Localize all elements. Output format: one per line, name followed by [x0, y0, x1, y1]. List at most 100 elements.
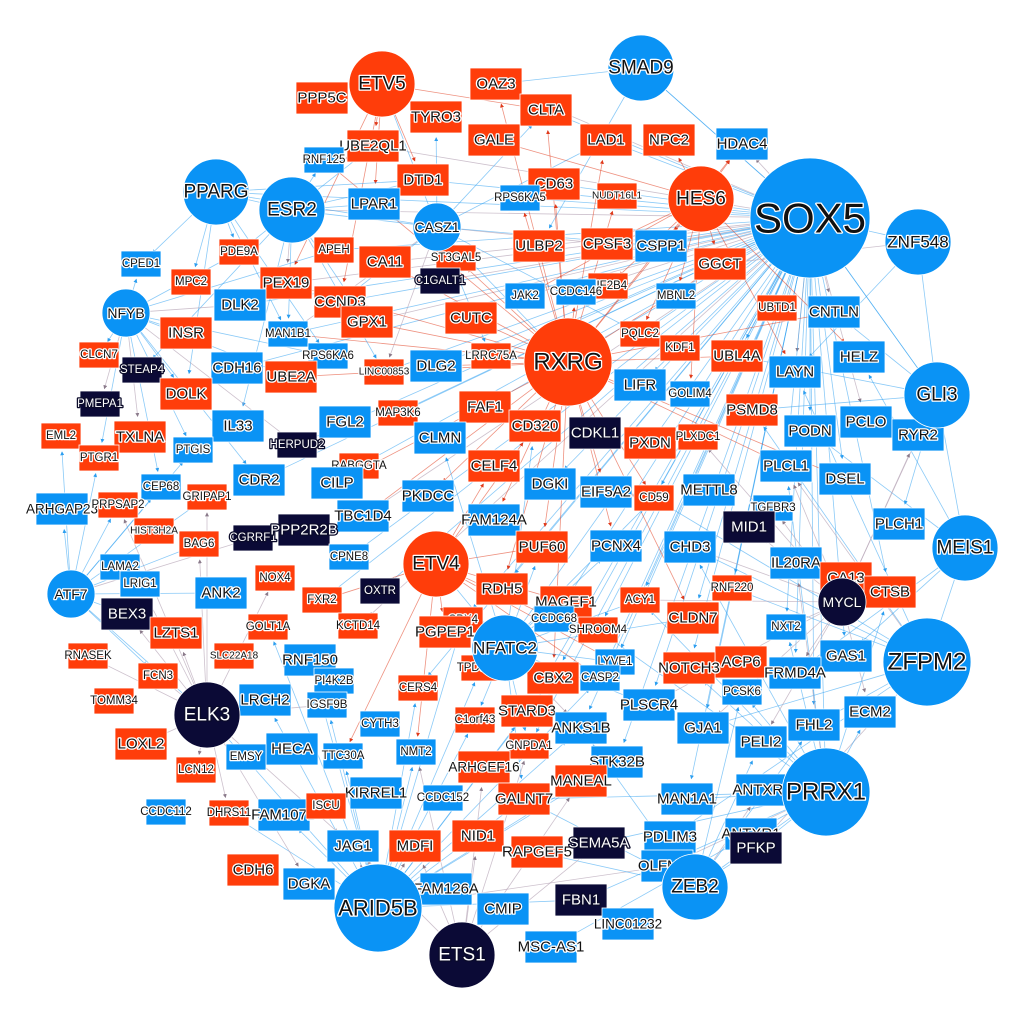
node-dlg2[interactable]: DLG2: [409, 349, 463, 383]
node-ca11[interactable]: CA11: [358, 245, 412, 279]
node-cldn7[interactable]: CLDN7: [666, 601, 720, 635]
node-stard3[interactable]: STARD3: [497, 694, 557, 728]
node-apeh[interactable]: APEH: [313, 236, 355, 264]
node-plcl1[interactable]: PLCL1: [759, 449, 813, 483]
node-fam126a[interactable]: FAM126A: [412, 872, 480, 906]
node-plxdc1[interactable]: PLXDC1: [674, 423, 722, 451]
node-ryr2[interactable]: RYR2: [891, 418, 945, 452]
node-cd63[interactable]: CD63: [527, 167, 581, 201]
node-pcsk6[interactable]: PCSK6: [721, 678, 763, 706]
node-lzts1[interactable]: LZTS1: [149, 616, 203, 650]
node-pex19[interactable]: PEX19: [259, 266, 313, 300]
node-gli3[interactable]: GLI3: [903, 361, 971, 429]
node-ccdc152[interactable]: CCDC152: [415, 784, 471, 812]
node-mettl8[interactable]: METTL8: [679, 473, 739, 507]
node-rnf150[interactable]: RNF150: [281, 643, 339, 677]
node-hdac4[interactable]: HDAC4: [715, 127, 769, 161]
node-fam107b[interactable]: FAM107B: [250, 798, 318, 832]
node-cers4[interactable]: CERS4: [398, 674, 439, 702]
node-ggct[interactable]: GGCT: [693, 247, 747, 281]
node-dolk[interactable]: DOLK: [159, 377, 213, 411]
node-man1a1[interactable]: MAN1A1: [656, 782, 718, 816]
node-loxl2[interactable]: LOXL2: [114, 727, 168, 761]
node-cspp1[interactable]: CSPP1: [634, 229, 688, 263]
node-arid5b[interactable]: ARID5B: [333, 863, 423, 953]
node-map3k6[interactable]: MAP3K6: [374, 399, 422, 427]
node-ube2ql1[interactable]: UBE2QL1: [338, 129, 408, 163]
node-cgrrf1[interactable]: CGRRF1: [228, 524, 278, 552]
node-nid1[interactable]: NID1: [451, 819, 505, 853]
node-maneal[interactable]: MANEAL: [549, 764, 613, 798]
node-iscu[interactable]: ISCU: [305, 792, 347, 820]
node-cped1[interactable]: CPED1: [121, 250, 161, 278]
node-ccdc68[interactable]: CCDC68: [530, 605, 578, 633]
node-oxtr[interactable]: OXTR: [359, 577, 401, 605]
node-fam124a[interactable]: FAM124A: [460, 503, 528, 537]
node-prpsap2[interactable]: PRPSAP2: [90, 491, 146, 519]
node-lrig1[interactable]: LRIG1: [119, 570, 161, 598]
node-plch1[interactable]: PLCH1: [872, 507, 926, 541]
node-msc-as1[interactable]: MSC-AS1: [516, 930, 586, 964]
node-ubl4a[interactable]: UBL4A: [710, 339, 764, 373]
node-casp2[interactable]: CASP2: [579, 664, 621, 692]
node-gripap1[interactable]: GRIPAP1: [181, 483, 233, 511]
node-puf60[interactable]: PUF60: [515, 530, 569, 564]
node-acy1[interactable]: ACY1: [619, 586, 661, 614]
node-znf548[interactable]: ZNF548: [884, 208, 952, 276]
node-ppp2r2b[interactable]: PPP2R2B: [269, 513, 339, 547]
node-pmepa1[interactable]: PMEPA1: [76, 390, 124, 418]
node-cdkl1[interactable]: CDKL1: [568, 416, 622, 450]
node-ube2a[interactable]: UBE2A: [264, 360, 318, 394]
node-gnpda1[interactable]: GNPDA1: [504, 732, 554, 760]
node-pparg[interactable]: PPARG: [182, 158, 250, 226]
node-igsf9b[interactable]: IGSF9B: [305, 691, 349, 719]
node-cyth3[interactable]: CYTH3: [359, 710, 401, 738]
node-slc22a18[interactable]: SLC22A18: [209, 642, 260, 670]
node-eml2[interactable]: EML2: [40, 422, 82, 450]
node-oaz3[interactable]: OAZ3: [469, 67, 523, 101]
node-frmd4a[interactable]: FRMD4A: [763, 656, 827, 690]
node-npc2[interactable]: NPC2: [642, 123, 696, 157]
node-cd320[interactable]: CD320: [508, 409, 562, 443]
node-golt1a[interactable]: GOLT1A: [244, 613, 292, 641]
node-gja1[interactable]: GJA1: [676, 711, 730, 745]
node-insr[interactable]: INSR: [159, 316, 213, 350]
node-ubtd1[interactable]: UBTD1: [756, 294, 798, 322]
node-heca[interactable]: HECA: [265, 732, 319, 766]
node-esr2[interactable]: ESR2: [258, 176, 326, 244]
node-mycl[interactable]: MYCL: [817, 577, 867, 627]
node-rnasek[interactable]: RNASEK: [63, 642, 113, 670]
node-bex3[interactable]: BEX3: [100, 597, 154, 631]
node-elk3[interactable]: ELK3: [173, 681, 241, 749]
node-tomm34[interactable]: TOMM34: [89, 687, 140, 715]
node-tbc1d4[interactable]: TBC1D4: [333, 499, 393, 533]
node-hist3h2a[interactable]: HIST3H2A: [129, 517, 180, 545]
node-txlna[interactable]: TXLNA: [113, 420, 167, 454]
node-rxrg[interactable]: RXRG: [523, 317, 613, 407]
node-arhgap23[interactable]: ARHGAP23: [25, 492, 99, 526]
node-mpc2[interactable]: MPC2: [170, 268, 212, 296]
node-peli2[interactable]: PELI2: [734, 725, 788, 759]
node-zeb2[interactable]: ZEB2: [661, 853, 729, 921]
node-bag6[interactable]: BAG6: [178, 530, 220, 558]
node-gale[interactable]: GALE: [467, 123, 521, 157]
node-nudt16l1[interactable]: NUDT16L1: [591, 182, 644, 210]
node-ppp5c[interactable]: PPP5C: [295, 81, 349, 115]
node-pqlc2[interactable]: PQLC2: [619, 320, 661, 348]
node-mbnl2[interactable]: MBNL2: [656, 282, 696, 310]
node-shroom4[interactable]: SHROOM4: [568, 616, 629, 644]
node-ctsb[interactable]: CTSB: [863, 575, 917, 609]
node-psmd8[interactable]: PSMD8: [725, 393, 779, 427]
node-celf4[interactable]: CELF4: [467, 449, 521, 483]
node-rdh5[interactable]: RDH5: [475, 572, 529, 606]
node-fcn3[interactable]: FCN3: [137, 662, 179, 690]
node-kirrel1[interactable]: KIRREL1: [343, 776, 409, 810]
node-dlk2[interactable]: DLK2: [213, 288, 267, 322]
node-sema5a[interactable]: SEMA5A: [567, 826, 631, 860]
node-cep68[interactable]: CEP68: [140, 473, 182, 501]
node-plscr4[interactable]: PLSCR4: [619, 688, 679, 722]
node-dtd1[interactable]: DTD1: [396, 163, 450, 197]
node-jag1[interactable]: JAG1: [326, 829, 380, 863]
node-il20ra[interactable]: IL20RA: [769, 546, 823, 580]
node-ttc30a[interactable]: TTC30A: [320, 742, 366, 770]
